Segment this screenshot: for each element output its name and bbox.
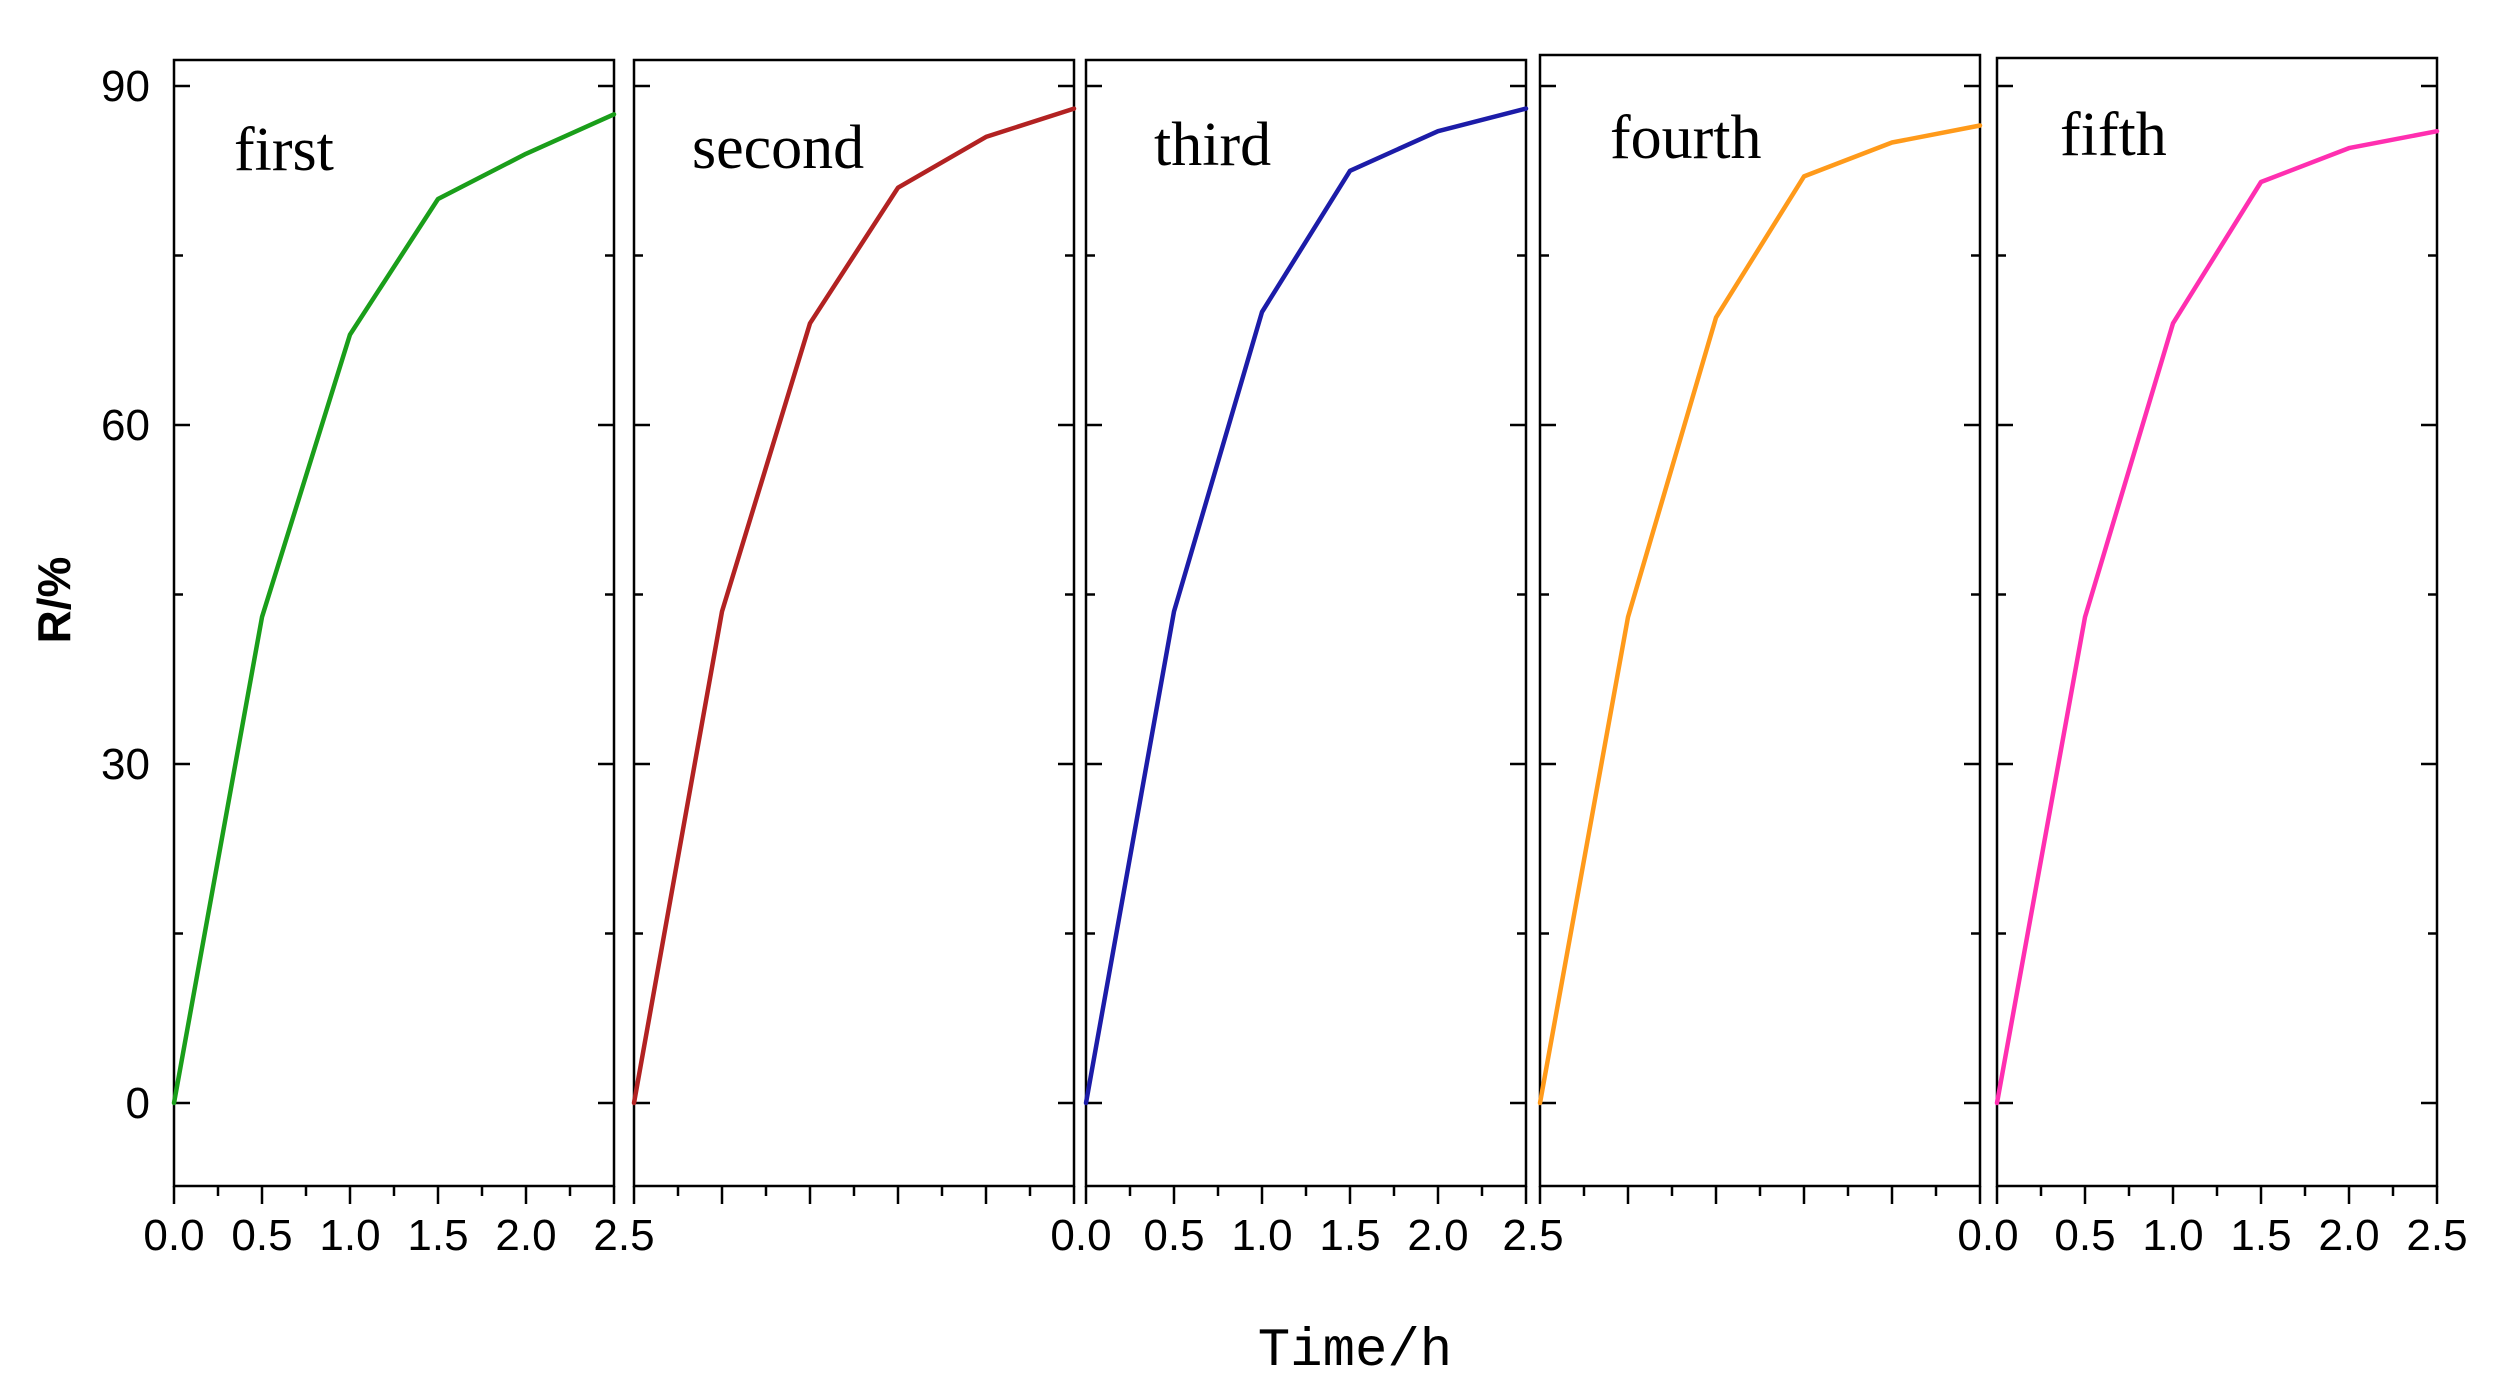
x-tick-label: 2.0 [1407,1211,1468,1260]
series-line-first [171,112,617,1106]
series-line-second [631,106,1077,1106]
y-tick-label: 90 [101,62,150,111]
panel-frame-third [1084,58,1528,1188]
series-line-third [1083,106,1529,1106]
x-tick-label: 2.5 [2406,1211,2467,1260]
panel-labels: first second third fourth fifth [234,101,2167,184]
panel-frame-first [172,58,616,1188]
panel-label-second: second [692,114,864,182]
panel-label-first: first [234,116,334,184]
panel-frame-second [632,58,1076,1188]
x-tick-label: 0.0 [1957,1211,2018,1260]
x-tick-label: 1.0 [1231,1211,1292,1260]
x-tick-labels: 0.0 0.5 1.0 1.5 2.0 0.5 1.0 1.5 2.0 0.5 1.0 1.5 2.0 2… [143,1211,2467,1260]
x-tick-label: 0.5 [2054,1211,2115,1260]
y-tick-labels: 0 30 60 90 [101,62,150,1128]
x-tick-label: 0.0 [143,1211,204,1260]
panel-label-fourth: fourth [1610,104,1762,172]
series-lines [171,106,2440,1106]
panel-frame-fifth [1995,56,2439,1188]
series-line-fourth [1537,123,1983,1106]
panel-frame-fourth [1538,53,1982,1188]
x-tick-label: 2.5 [1502,1211,1563,1260]
y-tick-label: 30 [101,740,150,789]
y-tick-label: 0 [126,1079,150,1128]
x-axis-label: Time/h [1258,1321,1452,1382]
x-tick-label: 2.5 [593,1211,654,1260]
y-axis-label: R/% [28,557,80,644]
panel-frames [172,53,2439,1188]
x-tick-label: 1.5 [2230,1211,2291,1260]
x-tick-label: 2.0 [495,1211,556,1260]
x-tick-label: 1.0 [319,1211,380,1260]
x-tick-label: 1.0 [2142,1211,2203,1260]
x-tick-label: 0.5 [1143,1211,1204,1260]
panel-label-fifth: fifth [2060,101,2167,169]
y-tick-label: 60 [101,401,150,450]
panel-label-third: third [1154,111,1271,179]
x-tick-label: 2.0 [2318,1211,2379,1260]
x-tick-label: 0.5 [231,1211,292,1260]
x-tick-label: 1.5 [407,1211,468,1260]
x-tick-label: 0.0 [1050,1211,1111,1260]
x-tick-label: 1.5 [1319,1211,1380,1260]
series-line-fifth [1994,128,2440,1106]
axis-ticks [172,84,2439,1204]
